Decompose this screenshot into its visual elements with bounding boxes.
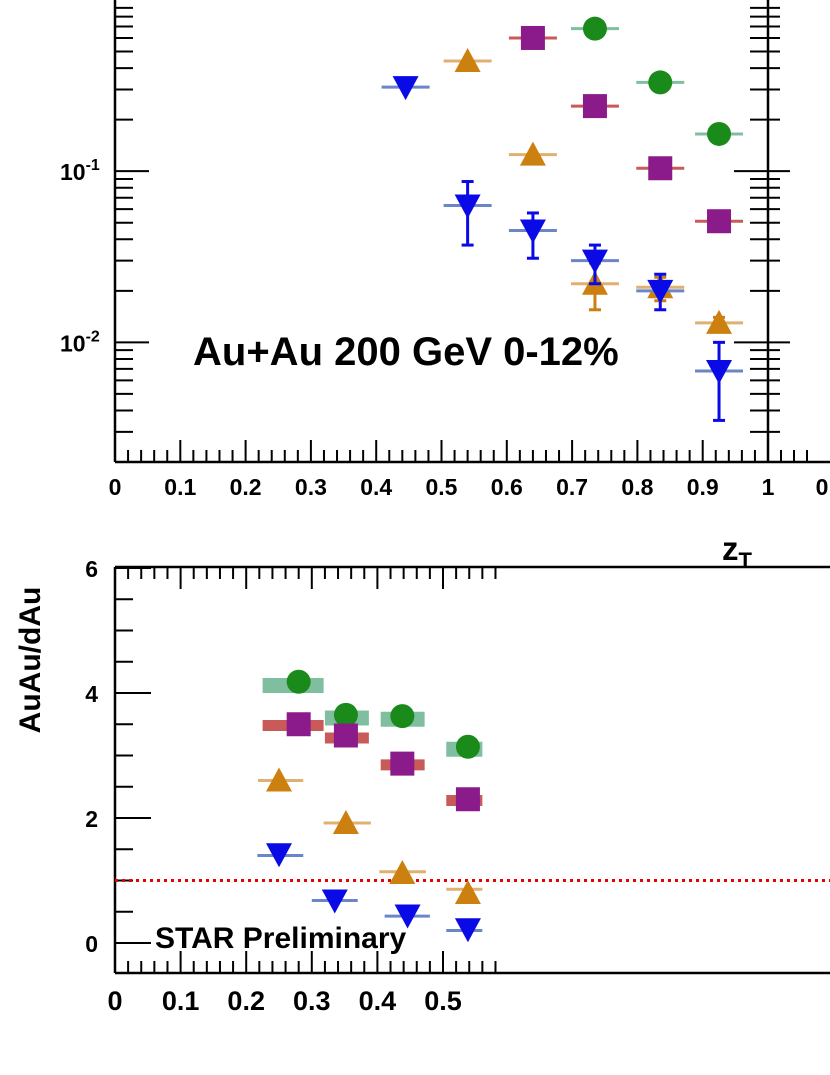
bottom-point-orange-triangle-up [266, 767, 292, 792]
top-point-orange-triangle-up [519, 141, 546, 166]
bottom-annotation: STAR Preliminary [155, 922, 407, 955]
top-point-orange-triangle-up [706, 309, 733, 334]
bottom-point-blue-triangle-down [321, 889, 348, 914]
top-x-tick-label: 0.8 [621, 474, 653, 500]
bottom-point-green-circle [286, 669, 311, 694]
top-x-tick-label: 0 [109, 474, 122, 500]
bottom-point-purple-square [333, 723, 358, 748]
top-point-blue-triangle-down [706, 360, 733, 385]
bottom-point-green-circle [455, 734, 480, 759]
bottom-y-tick-label: 6 [85, 556, 98, 582]
top-y-tick-label: 10-1 [60, 157, 100, 185]
top-annotation: Au+Au 200 GeV 0-12% [193, 330, 619, 374]
top-panel: 0 0.1 0.2 0.3 0.4 0.5 0.6 0.7 0.8 0.9 1 010-110-2zT… [60, 0, 830, 573]
bottom-y-tick-label: 2 [85, 806, 98, 832]
top-point-blue-triangle-down [519, 219, 546, 244]
bottom-x-tick-label: 0.4 [359, 986, 397, 1016]
top-point-blue-triangle-down [392, 76, 419, 101]
bottom-point-blue-triangle-down [454, 918, 481, 943]
top-point-purple-square [582, 94, 607, 119]
top-x-tick-label: 0.9 [687, 474, 719, 500]
bottom-point-purple-square [286, 712, 311, 737]
top-y-tick-label: 10-2 [60, 328, 100, 356]
top-x-tick-label: 0.6 [491, 474, 523, 500]
bottom-point-blue-triangle-down [266, 843, 292, 868]
top-x-tick-label: 0.7 [556, 474, 588, 500]
bottom-point-blue-triangle-down [394, 904, 421, 929]
bottom-point-orange-triangle-up [332, 810, 359, 834]
top-point-blue-triangle-down [647, 279, 674, 304]
bottom-point-green-circle [333, 702, 358, 727]
bottom-point-orange-triangle-up [454, 880, 481, 904]
top-point-blue-triangle-down [454, 194, 481, 219]
top-point-green-circle [582, 16, 607, 41]
top-point-orange-triangle-up [454, 48, 481, 73]
bottom-y-axis-title: AuAu/dAu [14, 587, 47, 734]
top-point-purple-square [520, 25, 545, 50]
top-point-purple-square [707, 209, 732, 234]
top-x-tick-label: 0.3 [295, 474, 327, 500]
bottom-x-tick-label: 0.1 [162, 986, 200, 1016]
top-x-tick-label: 0.2 [230, 474, 262, 500]
top-x-tick-label: 0.5 [426, 474, 458, 500]
right-panel-x-tick-label: 0 [816, 474, 829, 500]
bottom-point-orange-triangle-up [389, 860, 416, 884]
top-x-tick-label: 0.4 [360, 474, 392, 500]
top-point-purple-square [648, 156, 673, 181]
top-point-blue-triangle-down [581, 249, 608, 274]
top-x-tick-label: 1 [762, 474, 775, 500]
top-point-green-circle [648, 70, 673, 95]
bottom-x-tick-label: 0.2 [227, 986, 265, 1016]
bottom-point-green-circle [390, 704, 415, 729]
bottom-point-purple-square [455, 787, 480, 812]
bottom-panel: 0 0.1 0.2 0.3 0.4 0.5 0 2 4 6 AuAu/dAu STAR Prelimi… [14, 556, 830, 1016]
top-point-green-circle [707, 121, 732, 146]
bottom-x-tick-label: 0.5 [424, 986, 462, 1016]
bottom-point-purple-square [390, 751, 415, 776]
bottom-x-tick-label: 0 [107, 986, 122, 1016]
bottom-y-tick-label: 0 [85, 931, 98, 957]
top-x-tick-label: 0.1 [164, 474, 196, 500]
bottom-y-tick-label: 4 [85, 681, 98, 707]
bottom-x-tick-label: 0.3 [293, 986, 331, 1016]
